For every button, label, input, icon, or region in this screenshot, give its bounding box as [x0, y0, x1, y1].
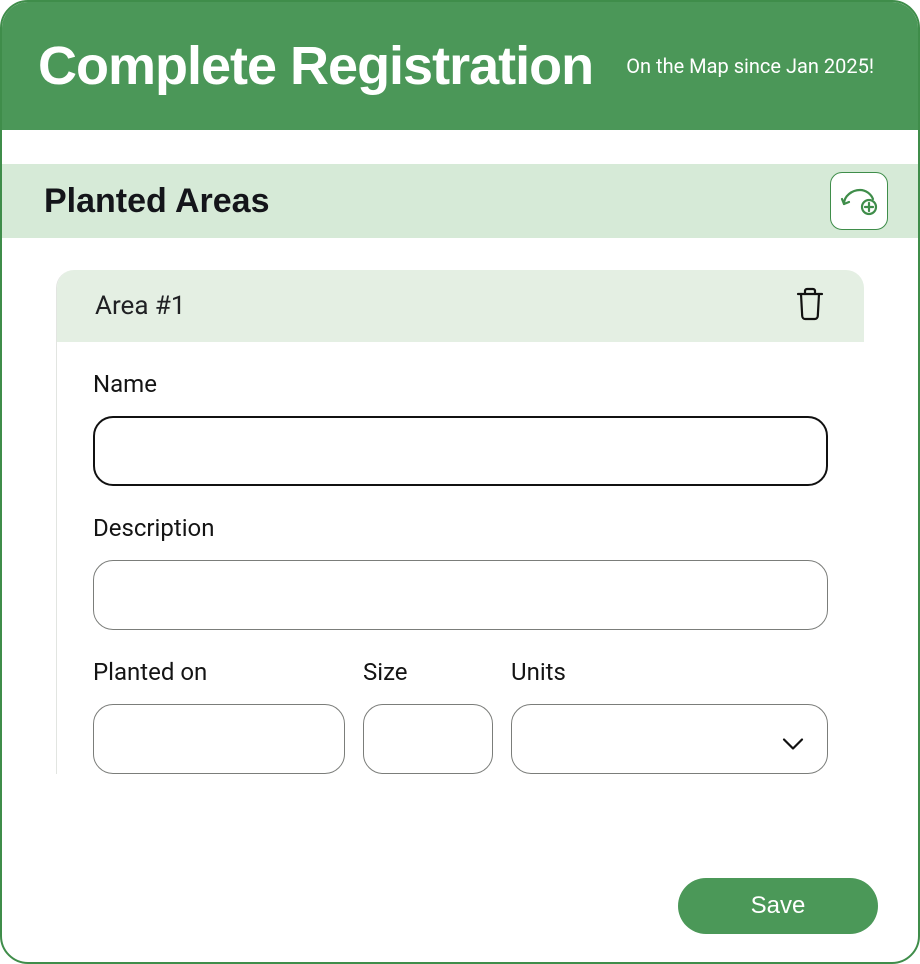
- spacer: [2, 130, 918, 164]
- planted-on-input[interactable]: [93, 704, 345, 774]
- area-card-title: Area #1: [95, 291, 186, 321]
- description-field: Description: [93, 514, 828, 630]
- section-header: Planted Areas: [2, 164, 918, 238]
- units-field: Units: [511, 658, 828, 774]
- area-card: Area #1 Name D: [56, 270, 864, 774]
- area-card-body: Name Description Planted on Size: [57, 342, 864, 774]
- page-header: Complete Registration On the Map since J…: [2, 2, 918, 130]
- footer: Save: [678, 878, 878, 934]
- units-label: Units: [511, 658, 828, 686]
- area-card-header: Area #1: [57, 270, 864, 342]
- page-title: Complete Registration: [38, 35, 593, 97]
- planted-on-label: Planted on: [93, 658, 345, 686]
- units-select[interactable]: [511, 704, 828, 774]
- trash-icon: [794, 286, 826, 326]
- size-label: Size: [363, 658, 493, 686]
- save-button[interactable]: Save: [678, 878, 878, 934]
- registration-frame: Complete Registration On the Map since J…: [0, 0, 920, 964]
- add-area-icon: [840, 182, 878, 220]
- planted-on-field: Planted on: [93, 658, 345, 774]
- name-label: Name: [93, 370, 828, 398]
- size-field: Size: [363, 658, 493, 774]
- description-input[interactable]: [93, 560, 828, 630]
- details-row: Planted on Size Units: [93, 658, 828, 774]
- member-since-text: On the Map since Jan 2025!: [626, 54, 874, 78]
- name-field: Name: [93, 370, 828, 486]
- add-area-button[interactable]: [830, 172, 888, 230]
- size-input[interactable]: [363, 704, 493, 774]
- card-wrap: Area #1 Name D: [2, 238, 918, 774]
- delete-area-button[interactable]: [794, 286, 826, 326]
- name-input[interactable]: [93, 416, 828, 486]
- description-label: Description: [93, 514, 828, 542]
- section-title: Planted Areas: [44, 182, 270, 221]
